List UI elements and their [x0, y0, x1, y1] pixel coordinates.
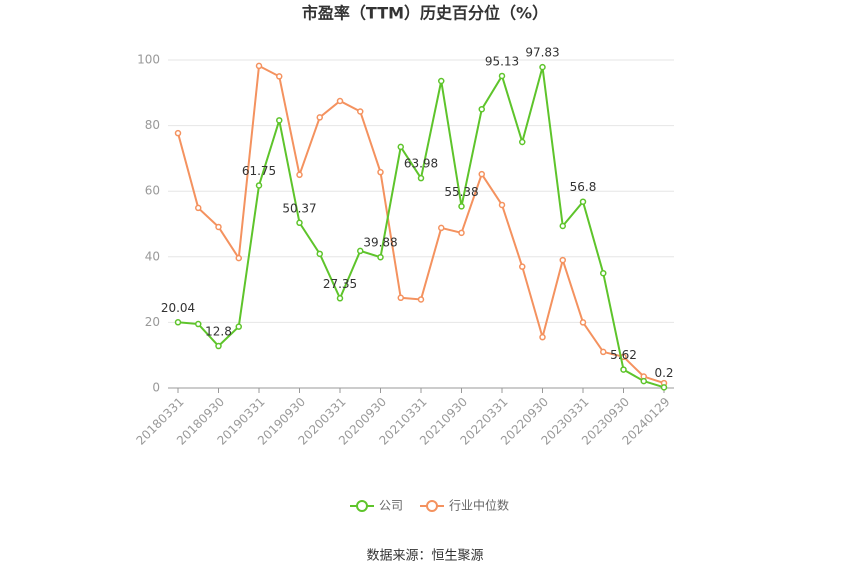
y-tick-label: 60 — [145, 184, 160, 198]
legend-marker — [426, 500, 438, 512]
data-label: 50.37 — [282, 201, 316, 215]
point — [215, 223, 222, 231]
data-label: 5.62 — [610, 348, 637, 362]
point — [519, 138, 526, 146]
point — [600, 269, 607, 277]
point — [195, 320, 202, 328]
point — [417, 174, 425, 182]
data-label: 12.8 — [205, 325, 232, 339]
point — [620, 366, 627, 373]
data-label: 61.75 — [242, 164, 276, 178]
point — [336, 97, 344, 105]
point — [316, 114, 323, 121]
point — [316, 250, 323, 258]
data-label: 95.13 — [485, 54, 519, 68]
y-tick-label: 40 — [145, 249, 160, 263]
point — [438, 224, 445, 232]
y-tick-label: 20 — [145, 315, 160, 329]
y-tick-label: 0 — [152, 381, 160, 395]
point — [438, 77, 445, 85]
point — [276, 73, 283, 80]
point — [255, 62, 263, 70]
point — [174, 129, 182, 137]
point — [357, 247, 364, 255]
point — [559, 256, 566, 264]
data-label: 97.83 — [525, 46, 559, 60]
point — [215, 342, 222, 350]
point — [417, 296, 425, 303]
legend-label: 行业中位数 — [449, 498, 509, 513]
series-line — [177, 66, 665, 389]
point — [377, 253, 384, 261]
point — [458, 229, 465, 237]
series-line — [177, 64, 665, 385]
point — [498, 201, 506, 209]
point — [579, 198, 587, 205]
legend-label: 公司 — [379, 499, 403, 513]
point — [539, 63, 546, 71]
point — [255, 182, 263, 189]
point — [336, 295, 344, 302]
data-label: 55.38 — [444, 185, 478, 199]
point — [660, 384, 668, 391]
y-tick-label: 80 — [145, 118, 160, 132]
point — [478, 170, 485, 178]
point — [600, 348, 607, 356]
point — [478, 105, 485, 113]
legend-marker — [356, 500, 368, 512]
point — [397, 294, 404, 302]
point — [640, 377, 647, 385]
point — [235, 323, 242, 330]
point — [397, 143, 404, 151]
point — [174, 319, 182, 326]
data-label: 0.2 — [654, 366, 673, 380]
point — [357, 108, 364, 115]
data-label: 39.88 — [363, 236, 397, 250]
data-label: 56.8 — [570, 180, 597, 194]
point — [296, 219, 303, 227]
data-label: 63.98 — [404, 157, 438, 171]
point — [276, 117, 283, 124]
point — [579, 319, 587, 326]
point — [498, 72, 506, 80]
data-label: 20.04 — [161, 301, 195, 315]
point — [539, 333, 546, 341]
point — [377, 168, 384, 176]
data-label: 27.35 — [323, 277, 357, 291]
chart-title: 市盈率（TTM）历史百分位（%） — [302, 4, 548, 23]
point — [559, 222, 566, 230]
y-tick-label: 100 — [137, 53, 160, 67]
point — [195, 204, 202, 212]
source: 数据来源：恒生聚源 — [366, 549, 483, 564]
point — [296, 171, 303, 179]
point — [519, 263, 526, 270]
point — [458, 203, 465, 210]
point — [235, 254, 242, 262]
